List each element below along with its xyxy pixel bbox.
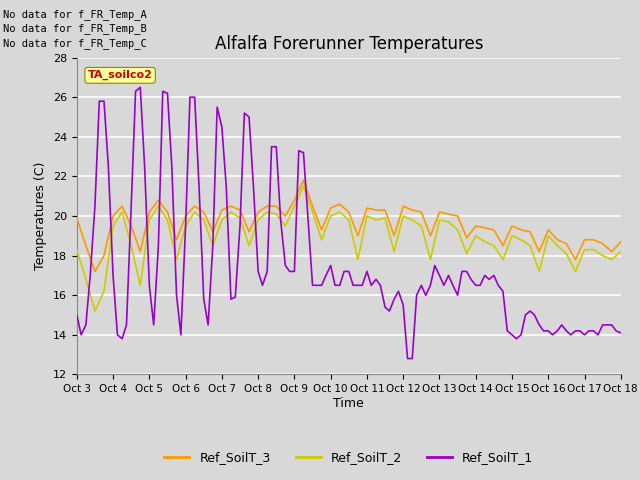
Y-axis label: Temperatures (C): Temperatures (C) — [35, 162, 47, 270]
Ref_SoilT_2 — [209, 243, 216, 249]
Ref_SoilT_3 — [417, 209, 425, 215]
Ref_SoilT_2 — [273, 211, 280, 217]
Ref_SoilT_1 — [73, 312, 81, 318]
Text: No data for f_FR_Temp_C: No data for f_FR_Temp_C — [3, 37, 147, 48]
Ref_SoilT_2 — [300, 183, 307, 189]
Ref_SoilT_3 — [300, 178, 307, 183]
Ref_SoilT_3 — [209, 229, 216, 235]
Line: Ref_SoilT_2: Ref_SoilT_2 — [77, 186, 621, 311]
Ref_SoilT_3 — [191, 203, 198, 209]
Ref_SoilT_2 — [563, 251, 570, 256]
Ref_SoilT_1 — [136, 84, 144, 90]
Ref_SoilT_3 — [563, 241, 570, 247]
Text: TA_soilco2: TA_soilco2 — [88, 70, 152, 81]
Ref_SoilT_1 — [449, 282, 457, 288]
Title: Alfalfa Forerunner Temperatures: Alfalfa Forerunner Temperatures — [214, 35, 483, 53]
Text: No data for f_FR_Temp_B: No data for f_FR_Temp_B — [3, 23, 147, 34]
Ref_SoilT_1 — [617, 330, 625, 336]
Ref_SoilT_3 — [91, 269, 99, 275]
Ref_SoilT_3 — [273, 203, 280, 209]
Ref_SoilT_1 — [308, 282, 316, 288]
Ref_SoilT_1 — [127, 203, 135, 209]
Ref_SoilT_3 — [73, 215, 81, 221]
Ref_SoilT_2 — [91, 308, 99, 314]
Ref_SoilT_1 — [404, 356, 412, 361]
Line: Ref_SoilT_1: Ref_SoilT_1 — [77, 87, 621, 359]
Ref_SoilT_2 — [191, 209, 198, 215]
Ref_SoilT_1 — [589, 328, 597, 334]
Ref_SoilT_2 — [73, 247, 81, 252]
Ref_SoilT_1 — [422, 292, 429, 298]
Ref_SoilT_2 — [381, 215, 389, 221]
X-axis label: Time: Time — [333, 397, 364, 410]
Ref_SoilT_3 — [381, 207, 389, 213]
Legend: Ref_SoilT_3, Ref_SoilT_2, Ref_SoilT_1: Ref_SoilT_3, Ref_SoilT_2, Ref_SoilT_1 — [159, 446, 538, 469]
Ref_SoilT_2 — [417, 223, 425, 229]
Ref_SoilT_1 — [204, 322, 212, 328]
Text: No data for f_FR_Temp_A: No data for f_FR_Temp_A — [3, 9, 147, 20]
Ref_SoilT_3 — [617, 239, 625, 245]
Ref_SoilT_2 — [617, 249, 625, 254]
Line: Ref_SoilT_3: Ref_SoilT_3 — [77, 180, 621, 272]
